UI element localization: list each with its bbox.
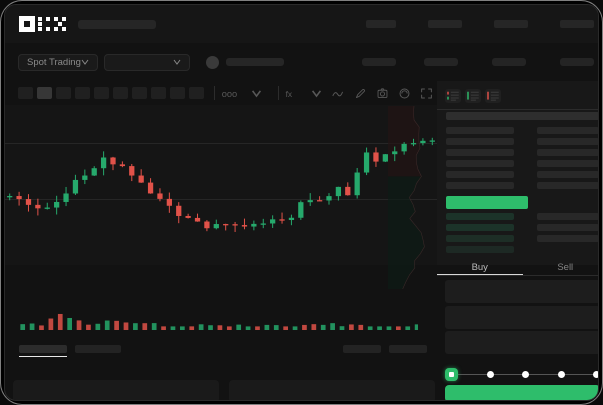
svg-text:ooo: ooo — [222, 89, 237, 99]
svg-text:fx: fx — [286, 89, 293, 99]
